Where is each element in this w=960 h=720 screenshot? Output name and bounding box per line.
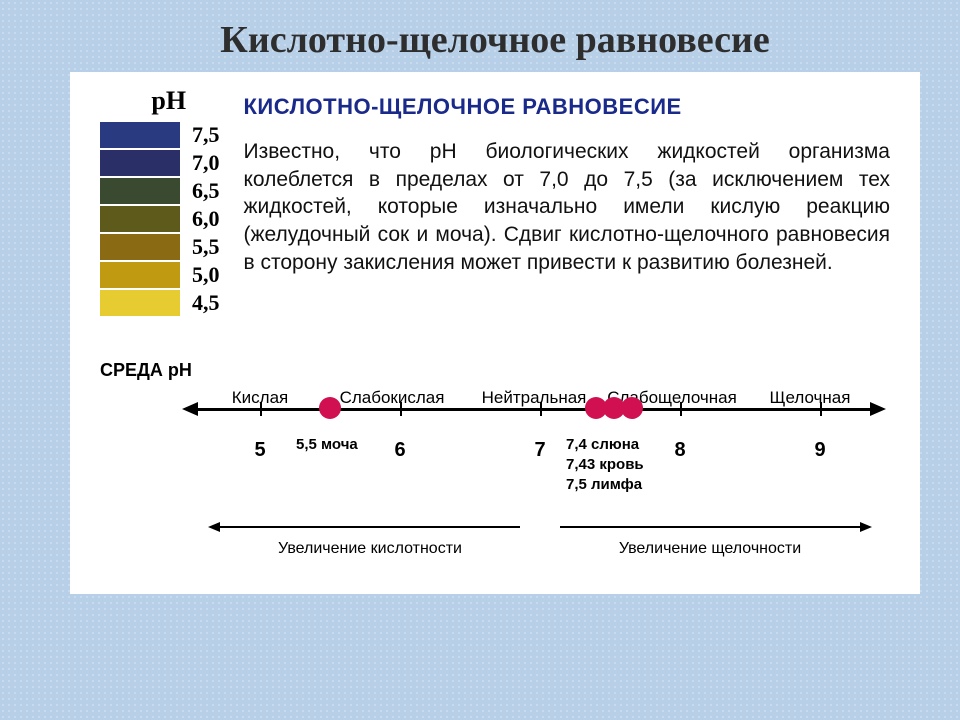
- data-point: [621, 397, 643, 419]
- tick-label: 7: [534, 439, 545, 462]
- subtitle: КИСЛОТНО-ЩЕЛОЧНОЕ РАВНОВЕСИЕ: [244, 94, 891, 120]
- ph-scale: pH 7,57,06,56,05,55,04,5: [100, 86, 220, 318]
- swatch-value: 6,5: [192, 178, 220, 204]
- env-label: СРЕДА pH: [100, 360, 192, 381]
- zone-label: Нейтральная: [482, 388, 587, 408]
- ph-heading: pH: [100, 86, 220, 116]
- data-point: [319, 397, 341, 419]
- color-swatch: [100, 150, 180, 176]
- axis-tick: [260, 402, 262, 416]
- main-title: Кислотно-щелочное равновесие: [70, 18, 920, 62]
- point-label: 7,5 лимфа: [566, 476, 642, 493]
- direction-label: Увеличение кислотности: [278, 540, 462, 558]
- axis-tick: [400, 402, 402, 416]
- axis-tick: [820, 402, 822, 416]
- direction-arrow: [220, 526, 520, 528]
- swatch-value: 6,0: [192, 206, 220, 232]
- scale-row: 7,5: [100, 122, 220, 148]
- scale-row: 6,0: [100, 206, 220, 232]
- point-label: 5,5 моча: [296, 436, 358, 453]
- axis-tick: [680, 402, 682, 416]
- arrowhead-right-icon: [860, 522, 872, 532]
- color-swatch: [100, 206, 180, 232]
- color-swatch: [100, 178, 180, 204]
- arrowhead-left-icon: [182, 402, 198, 416]
- tick-label: 5: [254, 439, 265, 462]
- scale-row: 4,5: [100, 290, 220, 316]
- tick-label: 6: [394, 439, 405, 462]
- scale-row: 7,0: [100, 150, 220, 176]
- content-box: pH 7,57,06,56,05,55,04,5 КИСЛОТНО-ЩЕЛОЧН…: [70, 72, 920, 594]
- zone-label: Щелочная: [770, 388, 851, 408]
- env-row: СРЕДА pH: [100, 360, 890, 381]
- ph-axis-diagram: СРЕДА pH КислаяСлабокислаяНейтральнаяСла…: [100, 360, 890, 570]
- zone-label: Слабокислая: [340, 388, 445, 408]
- top-row: pH 7,57,06,56,05,55,04,5 КИСЛОТНО-ЩЕЛОЧН…: [100, 86, 890, 318]
- point-label: 7,4 слюна: [566, 436, 639, 453]
- swatch-value: 4,5: [192, 290, 220, 316]
- color-swatch: [100, 122, 180, 148]
- point-label: 7,43 кровь: [566, 456, 644, 473]
- direction-arrow: [560, 526, 860, 528]
- scale-row: 5,0: [100, 262, 220, 288]
- slide: Кислотно-щелочное равновесие pH 7,57,06,…: [0, 0, 960, 624]
- tick-label: 9: [814, 439, 825, 462]
- color-swatch: [100, 234, 180, 260]
- scale-row: 6,5: [100, 178, 220, 204]
- swatch-value: 5,0: [192, 262, 220, 288]
- arrowhead-left-icon: [208, 522, 220, 532]
- color-swatch: [100, 290, 180, 316]
- arrowhead-right-icon: [870, 402, 886, 416]
- swatch-value: 7,0: [192, 150, 220, 176]
- axis-line: [198, 408, 870, 411]
- tick-label: 8: [674, 439, 685, 462]
- swatch-value: 5,5: [192, 234, 220, 260]
- paragraph: Известно, что pH биологических жидкостей…: [244, 138, 891, 277]
- color-swatch: [100, 262, 180, 288]
- swatch-value: 7,5: [192, 122, 220, 148]
- scale-row: 5,5: [100, 234, 220, 260]
- axis-tick: [540, 402, 542, 416]
- direction-label: Увеличение щелочности: [619, 540, 801, 558]
- text-column: КИСЛОТНО-ЩЕЛОЧНОЕ РАВНОВЕСИЕ Известно, ч…: [244, 86, 891, 318]
